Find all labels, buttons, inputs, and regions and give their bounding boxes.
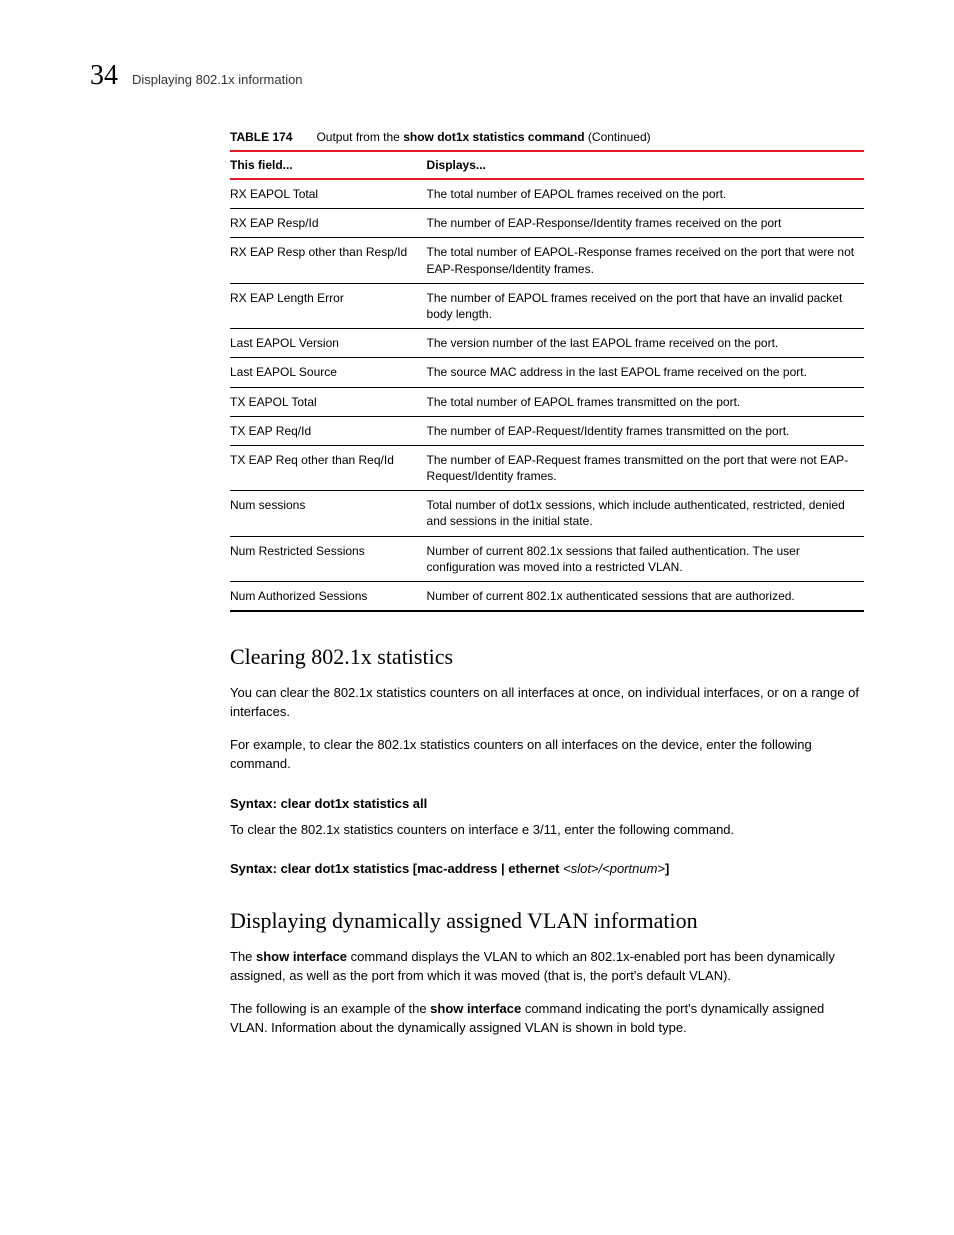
- cell-field: RX EAP Resp other than Resp/Id: [230, 238, 427, 283]
- table-desc-bold: show dot1x statistics command: [403, 130, 584, 144]
- cell-desc: The version number of the last EAPOL fra…: [427, 329, 864, 358]
- table-header-row: This field... Displays...: [230, 151, 864, 179]
- table-row: TX EAPOL TotalThe total number of EAPOL …: [230, 387, 864, 416]
- table-col-field: This field...: [230, 151, 427, 179]
- cell-desc: The number of EAP-Request/Identity frame…: [427, 416, 864, 445]
- cell-field: Num Authorized Sessions: [230, 582, 427, 612]
- table-row: Last EAPOL SourceThe source MAC address …: [230, 358, 864, 387]
- cell-desc: Number of current 802.1x sessions that f…: [427, 536, 864, 581]
- table-row: RX EAP Resp other than Resp/IdThe total …: [230, 238, 864, 283]
- cell-field: Last EAPOL Source: [230, 358, 427, 387]
- heading-clearing-stats: Clearing 802.1x statistics: [230, 644, 864, 670]
- cell-field: Num sessions: [230, 491, 427, 536]
- syntax-command-suffix: ]: [665, 861, 669, 876]
- cell-field: RX EAP Resp/Id: [230, 209, 427, 238]
- text-bold-cmd: show interface: [430, 1001, 521, 1016]
- cell-desc: The number of EAP-Response/Identity fram…: [427, 209, 864, 238]
- syntax-command: clear dot1x statistics all: [277, 796, 427, 811]
- table-desc-prefix: Output from the: [316, 130, 403, 144]
- table-row: Num Restricted SessionsNumber of current…: [230, 536, 864, 581]
- document-page: 34 Displaying 802.1x information TABLE 1…: [0, 0, 954, 1235]
- cell-desc: The source MAC address in the last EAPOL…: [427, 358, 864, 387]
- cell-desc: Number of current 802.1x authenticated s…: [427, 582, 864, 612]
- table-row: RX EAP Resp/IdThe number of EAP-Response…: [230, 209, 864, 238]
- table-wrap: This field... Displays... RX EAPOL Total…: [90, 150, 864, 612]
- statistics-table: This field... Displays... RX EAPOL Total…: [230, 150, 864, 612]
- cell-desc: The total number of EAPOL frames receive…: [427, 179, 864, 209]
- table-row: Num Authorized SessionsNumber of current…: [230, 582, 864, 612]
- para-vlan-1: The show interface command displays the …: [230, 948, 864, 986]
- syntax-clear-all: Syntax: clear dot1x statistics all: [230, 796, 864, 811]
- cell-field: TX EAP Req/Id: [230, 416, 427, 445]
- syntax-clear-specific: Syntax: clear dot1x statistics [mac-addr…: [230, 861, 864, 876]
- cell-field: TX EAPOL Total: [230, 387, 427, 416]
- page-number: 34: [90, 60, 118, 92]
- section-vlan-info: Displaying dynamically assigned VLAN inf…: [90, 908, 864, 1037]
- table-label: TABLE 174: [230, 130, 292, 144]
- cell-desc: The number of EAPOL frames received on t…: [427, 283, 864, 328]
- cell-desc: The number of EAP-Request frames transmi…: [427, 445, 864, 490]
- section-clearing-stats: Clearing 802.1x statistics You can clear…: [90, 644, 864, 876]
- table-row: TX EAP Req other than Req/IdThe number o…: [230, 445, 864, 490]
- para-vlan-2: The following is an example of the show …: [230, 1000, 864, 1038]
- table-description: Output from the show dot1x statistics co…: [316, 130, 650, 144]
- para-clear-example: For example, to clear the 802.1x statist…: [230, 736, 864, 774]
- para-clear-iface: To clear the 802.1x statistics counters …: [230, 821, 864, 840]
- para-clear-intro: You can clear the 802.1x statistics coun…: [230, 684, 864, 722]
- table-desc-suffix: (Continued): [585, 130, 651, 144]
- cell-field: Num Restricted Sessions: [230, 536, 427, 581]
- text-prefix: The following is an example of the: [230, 1001, 430, 1016]
- cell-field: RX EAPOL Total: [230, 179, 427, 209]
- cell-desc: Total number of dot1x sessions, which in…: [427, 491, 864, 536]
- table-col-displays: Displays...: [427, 151, 864, 179]
- cell-field: TX EAP Req other than Req/Id: [230, 445, 427, 490]
- table-row: RX EAP Length ErrorThe number of EAPOL f…: [230, 283, 864, 328]
- header-section-name: Displaying 802.1x information: [132, 72, 303, 87]
- table-row: Num sessionsTotal number of dot1x sessio…: [230, 491, 864, 536]
- syntax-command-prefix: clear dot1x statistics [mac-address | et…: [277, 861, 563, 876]
- cell-field: Last EAPOL Version: [230, 329, 427, 358]
- table-row: TX EAP Req/IdThe number of EAP-Request/I…: [230, 416, 864, 445]
- table-caption: TABLE 174 Output from the show dot1x sta…: [90, 130, 864, 144]
- table-row: Last EAPOL VersionThe version number of …: [230, 329, 864, 358]
- running-header: 34 Displaying 802.1x information: [90, 60, 864, 92]
- table-body: RX EAPOL TotalThe total number of EAPOL …: [230, 179, 864, 611]
- heading-vlan-info: Displaying dynamically assigned VLAN inf…: [230, 908, 864, 934]
- text-prefix: The: [230, 949, 256, 964]
- table-row: RX EAPOL TotalThe total number of EAPOL …: [230, 179, 864, 209]
- cell-desc: The total number of EAPOL-Response frame…: [427, 238, 864, 283]
- text-bold-cmd: show interface: [256, 949, 347, 964]
- syntax-label: Syntax:: [230, 861, 277, 876]
- cell-field: RX EAP Length Error: [230, 283, 427, 328]
- syntax-label: Syntax:: [230, 796, 277, 811]
- cell-desc: The total number of EAPOL frames transmi…: [427, 387, 864, 416]
- syntax-param: <slot>/<portnum>: [563, 861, 665, 876]
